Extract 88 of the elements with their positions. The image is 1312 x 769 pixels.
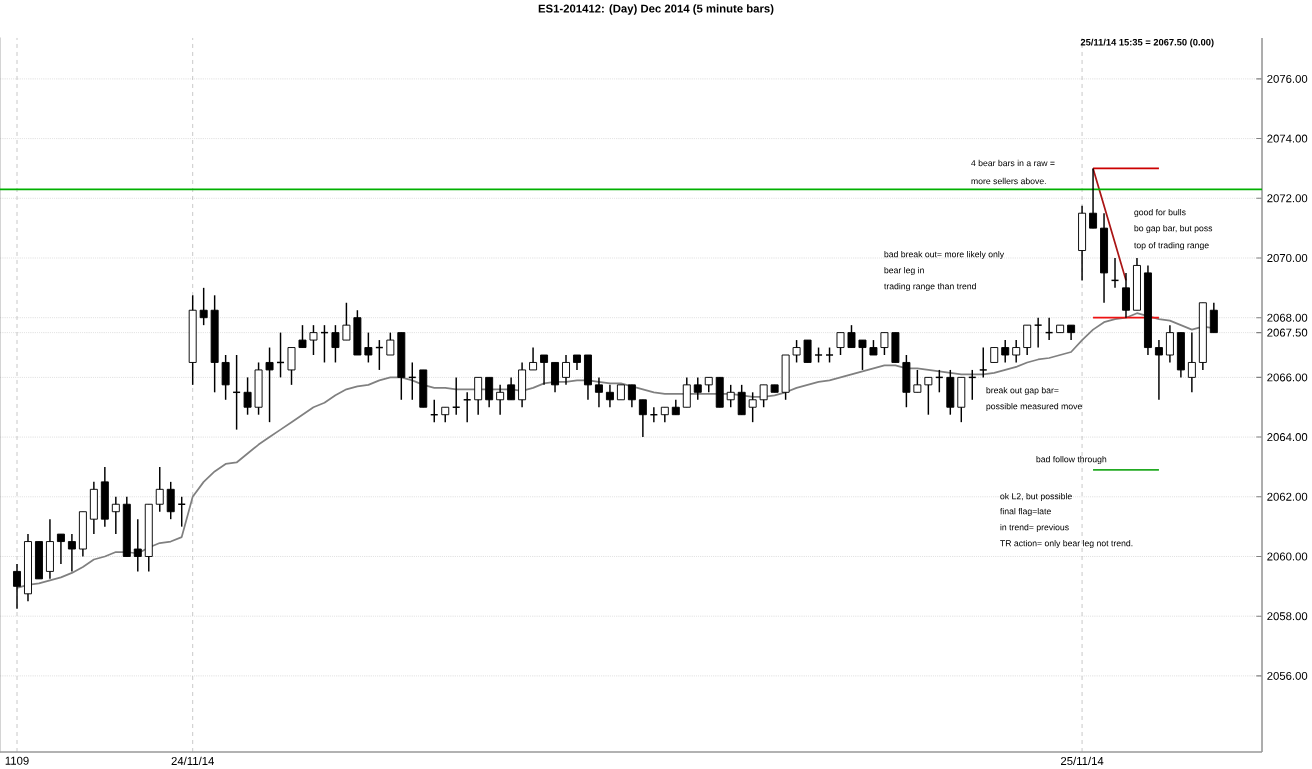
y-tick-label: 2070.00	[1267, 253, 1308, 262]
annotation: 4 bear bars in a raw =	[971, 159, 1055, 167]
candlestick	[507, 376, 516, 401]
candlestick	[243, 376, 252, 416]
y-tick-label: 2060.00	[1267, 552, 1308, 561]
x-tick-label: 1109	[5, 756, 29, 765]
candlestick	[979, 346, 988, 379]
candlestick	[309, 324, 318, 356]
candlestick	[462, 391, 472, 423]
candlestick	[133, 518, 142, 573]
annotation: ok L2, but possible	[1000, 492, 1072, 502]
annotation: bad follow through	[1036, 455, 1107, 465]
candlestick	[166, 481, 175, 520]
candlestick	[792, 339, 801, 364]
candlestick	[1001, 339, 1010, 364]
x-tick-label: 25/11/14	[1061, 756, 1104, 766]
y-tick-label: 2066.00	[1267, 373, 1308, 382]
candlestick	[594, 376, 603, 408]
y-tick-label: 2072.00	[1267, 194, 1308, 203]
candlestick	[693, 376, 702, 401]
candlestick	[847, 324, 856, 349]
candlestick	[913, 369, 922, 394]
annotation: possible measured move	[986, 402, 1082, 412]
candlestick	[551, 361, 560, 394]
candlestick	[265, 346, 274, 423]
y-tick-label: 2064.00	[1267, 433, 1308, 442]
candlestick	[1122, 272, 1130, 319]
annotation: 25/11/14 15:35 = 2067.50 (0.00)	[1080, 38, 1214, 48]
candlestick	[529, 346, 538, 371]
candlestick	[485, 376, 494, 408]
candlestick	[1154, 339, 1163, 401]
candlestick	[1012, 339, 1021, 364]
candlestick	[474, 376, 483, 416]
annotation: more sellers above.	[971, 177, 1046, 185]
candlestick	[726, 384, 735, 408]
y-tick-label: 2074.00	[1267, 134, 1308, 143]
candlestick	[342, 302, 351, 341]
candlestick	[287, 346, 296, 386]
candlestick	[562, 354, 570, 386]
annotation: good for bulls	[1134, 208, 1186, 218]
annotation: bear leg in	[884, 266, 924, 276]
candlestick	[759, 384, 768, 408]
candlestick	[1023, 324, 1032, 356]
candlestick	[67, 533, 76, 573]
candlestick	[1165, 324, 1174, 364]
candlestick	[111, 496, 120, 535]
y-tick-label: 2068.00	[1267, 313, 1308, 322]
candlestick	[748, 391, 757, 423]
y-tick-label: 2058.00	[1267, 612, 1308, 621]
candlestick	[155, 466, 164, 513]
candlestick	[627, 384, 636, 408]
candlestick	[1089, 167, 1098, 229]
candlestick	[298, 324, 307, 349]
candlestick	[1187, 331, 1196, 394]
candlestick	[386, 331, 395, 356]
annotation: bo gap bar, but poss	[1134, 224, 1213, 234]
candlestick	[1209, 302, 1218, 334]
candlestick	[737, 384, 746, 416]
annotation: in trend= previous	[1000, 523, 1069, 533]
annotation: bad break out= more likely only	[884, 250, 1005, 260]
annotation: trading range than trend	[884, 282, 976, 292]
annotation: final flag=late	[1000, 507, 1051, 517]
candlestick	[924, 376, 933, 416]
candlestick	[221, 354, 230, 401]
candlestick	[836, 331, 845, 356]
y-tick-label: 2067.50	[1267, 328, 1308, 337]
candlestick	[682, 376, 691, 408]
candlestick	[199, 287, 208, 326]
candlestick	[56, 533, 65, 565]
candlestick	[13, 563, 21, 610]
candlestick	[858, 339, 867, 371]
candlestick	[605, 384, 614, 408]
candlestick	[1033, 316, 1043, 349]
y-tick-label: 2076.00	[1267, 74, 1308, 83]
candlestick	[364, 331, 373, 364]
x-tick-label: 24/11/14	[171, 756, 214, 766]
annotation: break out gap bar=	[986, 386, 1059, 396]
candlestick	[496, 384, 505, 416]
chart-title: ES1-201412: (Day) Dec 2014 (5 minute bars)	[538, 4, 774, 15]
candlestick	[803, 339, 812, 364]
y-tick-label: 2062.00	[1267, 492, 1308, 501]
candlestick	[880, 331, 889, 356]
candlestick	[331, 324, 340, 364]
y-tick-label: 2056.00	[1267, 671, 1308, 680]
annotation: top of trading range	[1134, 241, 1209, 251]
annotation: TR action= only bear leg not trend.	[1000, 539, 1133, 549]
candlestick	[540, 354, 549, 386]
candlestick	[638, 399, 647, 438]
